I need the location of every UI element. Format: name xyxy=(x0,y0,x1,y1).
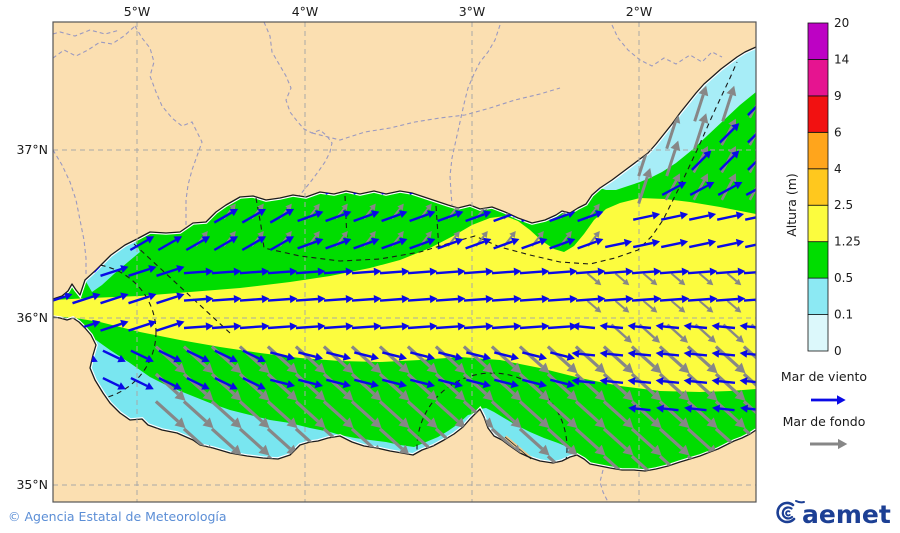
colorbar-segment xyxy=(807,168,829,206)
colorbar-segment xyxy=(807,314,829,352)
map-frame xyxy=(52,21,757,503)
swell-label: Mar de fondo xyxy=(783,414,866,429)
wind-sea-label: Mar de viento xyxy=(781,369,867,384)
aemet-swirl-icon xyxy=(776,500,805,524)
left-axis-labels: 37°N 36°N 35°N xyxy=(16,142,48,492)
graticule-grid xyxy=(53,22,756,502)
colorbar-segment xyxy=(807,22,829,60)
aemet-logo: aemet xyxy=(776,500,891,529)
swell-arrow-icon xyxy=(810,438,848,450)
sea-region-cyan-northwest xyxy=(85,240,140,292)
colorbar-tick-label: 14 xyxy=(834,52,849,66)
top-axis-labels: 5°W 4°W 3°W 2°W xyxy=(124,4,653,19)
colorbar-tick-label: 4 xyxy=(834,162,842,176)
arrow-legend: Mar de viento Mar de fondo xyxy=(781,369,867,450)
colorbar-segment xyxy=(807,59,829,97)
colorbar: 0 0.1 0.5 1.25 2.5 4 6 9 14 20 xyxy=(807,16,861,358)
lon-label: 5°W xyxy=(124,4,151,19)
colorbar-segment xyxy=(807,131,829,170)
lon-label: 4°W xyxy=(292,4,319,19)
lat-label: 36°N xyxy=(16,310,48,325)
lon-label: 2°W xyxy=(626,4,653,19)
copyright-text: © Agencia Estatal de Meteorología xyxy=(8,509,227,524)
colorbar-tick-label: 6 xyxy=(834,125,842,139)
wind-sea-arrow-icon xyxy=(811,395,846,405)
colorbar-segment xyxy=(807,241,829,279)
colorbar-tick-label: 0 xyxy=(834,344,842,358)
colorbar-tick-label: 2.5 xyxy=(834,198,853,212)
colorbar-segment xyxy=(807,204,829,243)
colorbar-title: Altura (m) xyxy=(784,173,799,237)
aemet-logo-text: aemet xyxy=(802,500,891,529)
colorbar-tick-label: 9 xyxy=(834,89,842,103)
colorbar-segment xyxy=(807,277,829,315)
colorbar-tick-label: 0.5 xyxy=(834,271,853,285)
colorbar-tick-label: 1.25 xyxy=(834,235,861,249)
lat-label: 35°N xyxy=(16,477,48,492)
lat-label: 37°N xyxy=(16,142,48,157)
colorbar-segment xyxy=(807,95,829,133)
lon-label: 3°W xyxy=(459,4,486,19)
colorbar-tick-label: 0.1 xyxy=(834,308,853,322)
colorbar-tick-label: 20 xyxy=(834,16,849,30)
